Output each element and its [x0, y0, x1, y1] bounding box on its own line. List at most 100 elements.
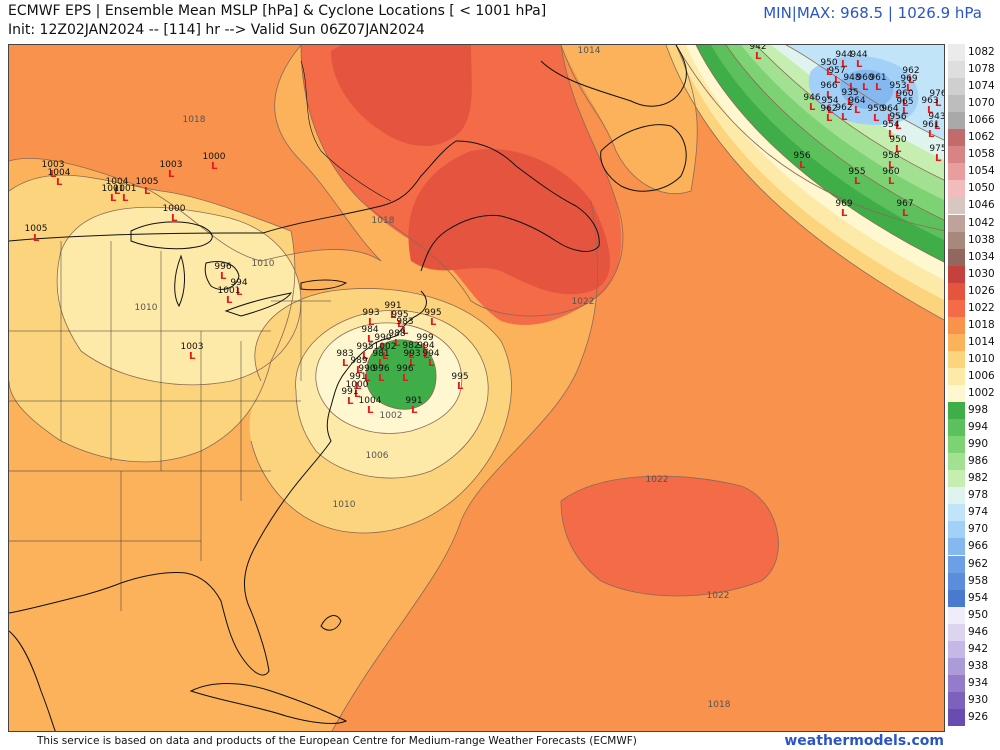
low-symbol: L	[888, 160, 895, 171]
cyclone-pressure-label: 995	[391, 310, 408, 320]
legend-swatch	[948, 316, 965, 334]
legend-label: 950	[968, 608, 989, 621]
low-symbol: L	[854, 176, 861, 187]
low-symbol: L	[826, 113, 833, 124]
low-symbol: L	[935, 153, 942, 164]
cyclone-pressure-label: 996	[214, 262, 231, 272]
low-symbol: L	[56, 177, 63, 188]
legend-entry: 1046	[948, 197, 1000, 215]
legend-swatch	[948, 129, 965, 147]
low-symbol: L	[402, 373, 409, 384]
low-symbol: L	[902, 208, 909, 219]
brand-link[interactable]: weathermodels.com	[784, 733, 944, 749]
legend-entry: 946	[948, 623, 1000, 641]
cyclone-pressure-label: 962	[820, 104, 837, 114]
legend-swatch	[948, 606, 965, 624]
legend-label: 1026	[968, 284, 995, 297]
legend-entry: 982	[948, 470, 1000, 488]
low-symbol: L	[354, 389, 361, 400]
lake-huron	[204, 261, 240, 290]
cyclone-pressure-label: 957	[828, 66, 845, 76]
low-symbol: L	[211, 161, 218, 172]
cyclone-pressure-label: 961	[869, 73, 886, 83]
cyclone-pressure-label: 1004	[106, 177, 129, 187]
pressure-map: 1018 1014 1018 1010 1010 1022 1002 1006 1010 1022…	[8, 44, 945, 732]
legend-swatch	[948, 538, 965, 556]
cyclone-pressure-label: 954	[821, 96, 838, 106]
cyclone-pressure-label: 991	[405, 396, 422, 406]
cyclone-pressure-label: 996	[396, 364, 413, 374]
ecmwf-attribution: This service is based on data and produc…	[37, 735, 637, 747]
state-borders	[9, 241, 331, 611]
fill-998-storm	[366, 339, 436, 410]
legend-swatch	[948, 708, 965, 726]
legend-swatch	[948, 299, 965, 317]
cyclone-pressure-label: 943	[928, 112, 945, 122]
contour-label-c1002a: 1002	[380, 411, 403, 421]
cyclone-pressure-label: 1000	[346, 380, 369, 390]
legend-swatch	[948, 453, 965, 471]
cyclone-pressure-label: 989	[350, 356, 367, 366]
legend-swatch	[948, 504, 965, 522]
legend-swatch	[948, 197, 965, 215]
legend-label: 1002	[968, 387, 995, 399]
cyclone-pressure-label: 958	[882, 151, 899, 161]
legend-label: 926	[968, 710, 989, 723]
legend-label: 1022	[968, 301, 995, 314]
low-symbol: L	[423, 350, 430, 361]
legend-label: 1074	[968, 80, 995, 93]
cyclone-pressure-label: 1000	[163, 204, 186, 214]
low-symbol: L	[826, 67, 833, 78]
legend-swatch	[948, 350, 965, 368]
legend-entry: 926	[948, 708, 1000, 726]
low-symbol: L	[122, 193, 129, 204]
bahamas	[320, 615, 342, 631]
cyclone-pressure-label: 991	[349, 372, 366, 382]
low-symbol: L	[236, 287, 243, 298]
us-canada-border	[9, 232, 263, 242]
legend-entry: 1078	[948, 61, 1000, 79]
cyclone-pressure-label: 994	[230, 278, 247, 288]
legend-label: 1062	[968, 131, 995, 144]
low-symbol: L	[110, 193, 117, 204]
legend-label: 1042	[968, 216, 995, 229]
cyclone-pressure-label: 981	[372, 349, 389, 359]
legend-label: 994	[968, 421, 989, 434]
legend-swatch	[948, 470, 965, 488]
cyclone-pressure-label: 956	[793, 151, 810, 161]
cyclone-pressure-label: 1003	[160, 160, 183, 170]
legend-entry: 1034	[948, 248, 1000, 266]
low-symbol: L	[220, 271, 227, 282]
low-symbol: L	[50, 169, 57, 180]
legend-label: 1006	[968, 369, 995, 382]
low-symbol: L	[935, 98, 942, 109]
cyclone-pressure-label: 950	[867, 104, 884, 114]
cyclone-pressure-label: 965	[896, 97, 913, 107]
contour-label-c1018c: 1018	[708, 700, 731, 710]
cyclone-pressure-label: 983	[336, 349, 353, 359]
cyclone-pressure-label: 950	[820, 58, 837, 68]
cyclone-pressure-label: 975	[929, 144, 945, 154]
low-symbol: L	[834, 75, 841, 86]
cyclone-pressure-label: 946	[803, 93, 820, 103]
legend-swatch	[948, 78, 965, 96]
low-symbol: L	[411, 405, 418, 416]
us-east-coast	[9, 290, 427, 676]
legend-entry: 962	[948, 555, 1000, 573]
